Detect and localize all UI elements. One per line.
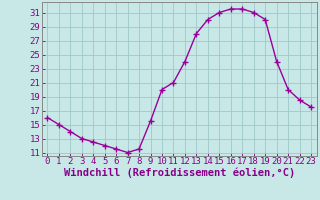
X-axis label: Windchill (Refroidissement éolien,°C): Windchill (Refroidissement éolien,°C) bbox=[64, 168, 295, 178]
